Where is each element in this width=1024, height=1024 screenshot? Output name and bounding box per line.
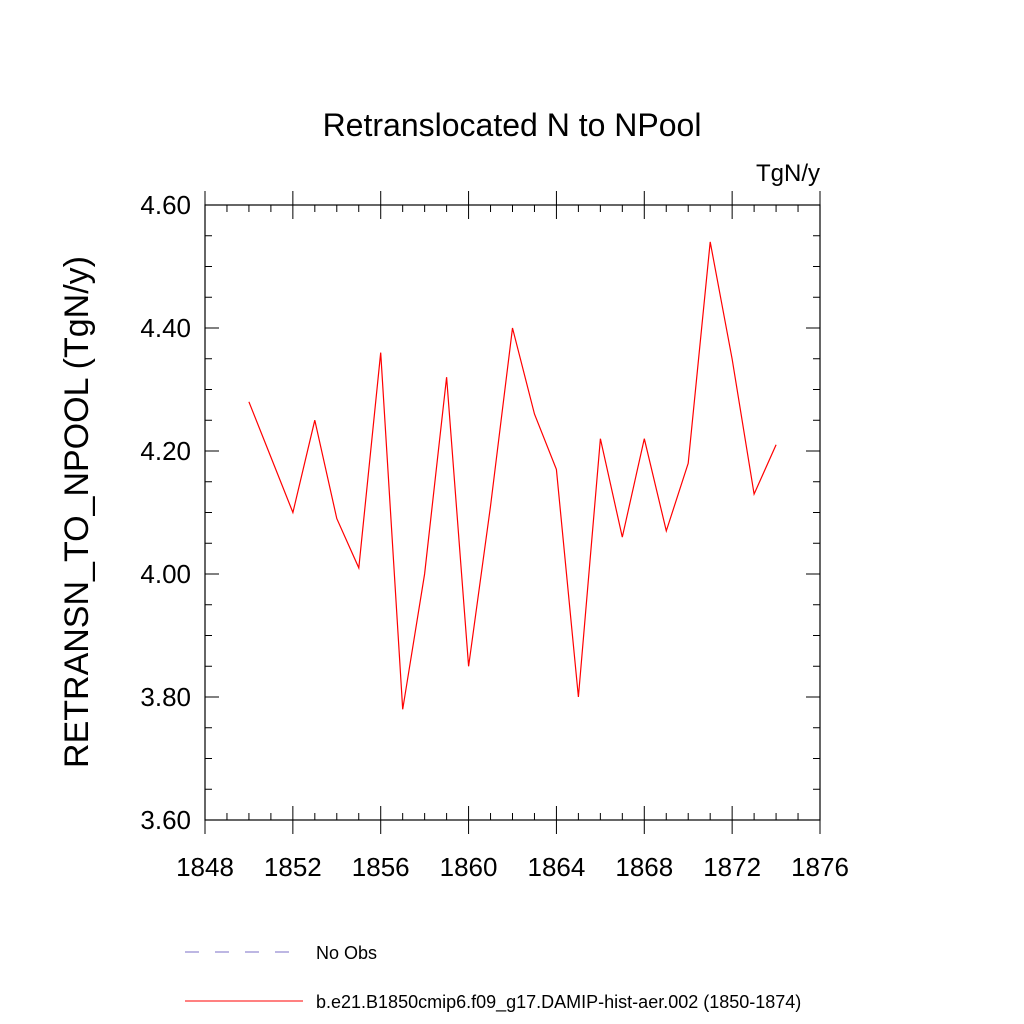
x-tick-label: 1868 — [615, 852, 673, 882]
x-tick-label: 1852 — [264, 852, 322, 882]
y-tick-label: 4.00 — [140, 559, 191, 589]
y-axis: 3.60 3.80 4.00 4.20 4.40 4.60 — [140, 190, 820, 835]
plot-frame — [204, 204, 821, 821]
y-tick-label: 4.60 — [140, 190, 191, 220]
y-tick-label: 4.40 — [140, 313, 191, 343]
x-tick-label: 1872 — [703, 852, 761, 882]
units-label: TgN/y — [756, 160, 820, 187]
y-tick-label: 4.20 — [140, 436, 191, 466]
x-tick-label: 1848 — [176, 852, 234, 882]
x-tick-label: 1864 — [528, 852, 586, 882]
x-tick-label: 1856 — [352, 852, 410, 882]
x-tick-label: 1876 — [791, 852, 849, 882]
y-tick-label: 3.80 — [140, 682, 191, 712]
legend: No Obs b.e21.B1850cmip6.f09_g17.DAMIP-his… — [185, 943, 801, 1013]
plot-border — [204, 204, 821, 821]
chart-title: Retranslocated N to NPool — [323, 107, 702, 143]
series-line-1 — [248, 241, 777, 710]
legend-label: No Obs — [316, 943, 377, 963]
series-layer — [248, 241, 777, 710]
y-axis-label: RETRANSN_TO_NPOOL (TgN/y) — [58, 256, 96, 768]
x-axis: 1848 1852 1856 1860 1864 1868 1872 1876 — [176, 191, 849, 882]
legend-label: b.e21.B1850cmip6.f09_g17.DAMIP-hist-aer.… — [316, 992, 801, 1013]
x-tick-label: 1860 — [440, 852, 498, 882]
y-tick-label: 3.60 — [140, 805, 191, 835]
